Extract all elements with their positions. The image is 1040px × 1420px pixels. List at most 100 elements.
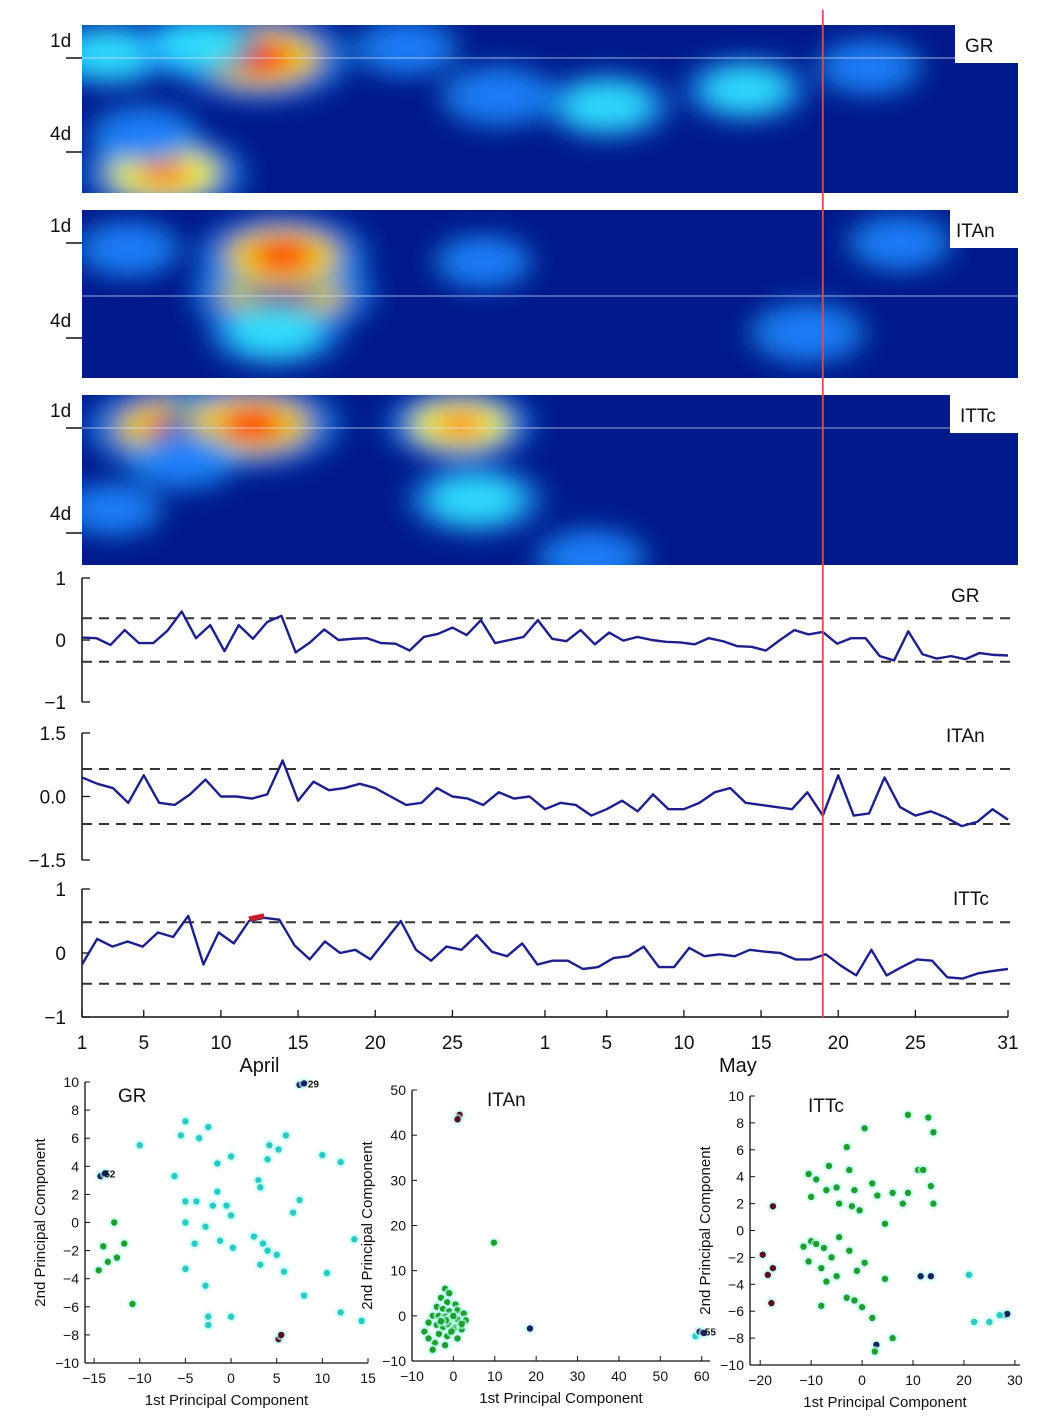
scatter-point (435, 1330, 443, 1338)
heatmap-itan (82, 210, 1018, 378)
heat-spot (562, 82, 651, 129)
scatter-point (337, 1158, 344, 1166)
scatter-point (825, 1162, 833, 1170)
y-tick-label: −10 (720, 1357, 744, 1373)
y-tick-label: 0 (71, 1215, 79, 1231)
scatter-point (111, 1219, 118, 1226)
heatmap-tick-marks (66, 57, 82, 534)
scatter-point (843, 1294, 850, 1301)
scatter-point (853, 1267, 861, 1275)
x-tick-label: 0 (449, 1368, 457, 1384)
scatter-point (927, 1273, 935, 1280)
scatter-point (869, 1180, 876, 1187)
scatter-point (851, 1186, 858, 1194)
scatter-point (300, 1292, 308, 1299)
y-tick-label: 2 (736, 1196, 744, 1212)
scatter-point (925, 1114, 932, 1121)
scatter-point (227, 1212, 235, 1219)
scatter-point (818, 1302, 825, 1310)
heatmap-label-box (950, 395, 1018, 433)
x-tick-label: −10 (128, 1370, 152, 1386)
scatter-point (129, 1300, 136, 1308)
x-tick-label: 31 (997, 1033, 1018, 1054)
y-tick-label: −2 (63, 1243, 79, 1259)
x-tick-label: 10 (210, 1033, 231, 1054)
x-tick-label: 20 (528, 1368, 544, 1384)
scatter-point (833, 1273, 840, 1280)
heatmap-gr-ytick-4d: 4d (50, 124, 71, 145)
heat-spot (429, 475, 522, 524)
y-axis-label: 2nd Principal Component (359, 1140, 376, 1309)
scatter-point (881, 1220, 889, 1227)
scatter-point (450, 1312, 457, 1320)
scatter-point (835, 1200, 843, 1207)
scatter-point (823, 1278, 830, 1285)
y-tick-label: 0.0 (40, 788, 66, 809)
heat-spot (82, 490, 147, 529)
x-tick-label: 5 (138, 1033, 149, 1054)
x-tick-label: 5 (273, 1370, 281, 1386)
scatter-point (448, 1328, 455, 1335)
scatter-point (266, 1142, 273, 1149)
scatter-point (917, 1273, 924, 1280)
scatter-point (289, 1209, 297, 1216)
scatter-point (768, 1299, 775, 1307)
scatter-point (182, 1265, 189, 1273)
scatter-point (899, 1200, 907, 1207)
scatter-point (300, 1080, 308, 1087)
x-tick-label: −10 (799, 1372, 823, 1388)
heat-spot (767, 311, 848, 354)
y-tick-label: −8 (728, 1330, 744, 1346)
y-tick-label: −8 (63, 1327, 79, 1343)
scatter-point (800, 1243, 807, 1250)
scatter-point (441, 1341, 449, 1349)
scatter-point (104, 1258, 112, 1266)
heatmap-ittc-label: ITTc (960, 406, 996, 427)
x-tick-label: 10 (315, 1370, 331, 1386)
heat-spot-core (221, 408, 282, 441)
scatter-point (820, 1244, 828, 1252)
y-tick-label: −6 (63, 1299, 79, 1315)
scatter-point (823, 1186, 830, 1194)
scatter-point (700, 1329, 707, 1337)
heatmap-ittc (82, 395, 1018, 565)
heat-spot (863, 222, 936, 263)
x-tick-label: 10 (673, 1033, 694, 1054)
x-tick-label: 10 (487, 1368, 503, 1384)
scatter-point (965, 1271, 973, 1279)
scatter-point (869, 1314, 876, 1322)
scatter-point (182, 1198, 189, 1205)
y-tick-label: −6 (728, 1303, 744, 1319)
point-label: 52 (104, 1169, 116, 1180)
series-line (80, 914, 1009, 980)
heat-spot (228, 309, 321, 357)
heat-spot (449, 243, 518, 281)
scatter-point (769, 1203, 777, 1210)
series-line (81, 610, 1009, 662)
x-tick-label: 30 (1007, 1372, 1023, 1388)
x-tick-label: 15 (750, 1033, 771, 1054)
y-tick-label: −1 (44, 1008, 66, 1029)
scatter-point (805, 1258, 812, 1265)
heat-spot (144, 440, 221, 481)
y-tick-label: 0 (55, 631, 66, 652)
scatter-point (871, 1348, 879, 1355)
heat-spot (833, 47, 906, 87)
scatter-point (282, 1132, 290, 1139)
y-tick-label: 4 (71, 1158, 79, 1174)
heat-spot (155, 25, 240, 67)
point-label: 29 (308, 1079, 320, 1090)
scatter-point (454, 1335, 461, 1342)
heatmap-ittc-ytick-4d: 4d (50, 504, 71, 525)
scatter-point (970, 1318, 978, 1326)
x-tick-label: 1 (77, 1033, 88, 1054)
line-plot-gr-label: GR (951, 586, 980, 607)
scatter-point (275, 1146, 282, 1153)
scatter-point (490, 1239, 498, 1246)
scatter-point (429, 1346, 436, 1353)
scatter-point (358, 1317, 365, 1325)
scatter-point (216, 1237, 224, 1244)
